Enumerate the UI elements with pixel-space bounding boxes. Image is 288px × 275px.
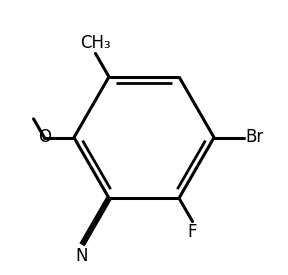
- Text: O: O: [38, 128, 51, 147]
- Text: Br: Br: [245, 128, 263, 147]
- Text: F: F: [188, 223, 197, 241]
- Text: N: N: [76, 247, 88, 265]
- Text: CH₃: CH₃: [80, 34, 111, 52]
